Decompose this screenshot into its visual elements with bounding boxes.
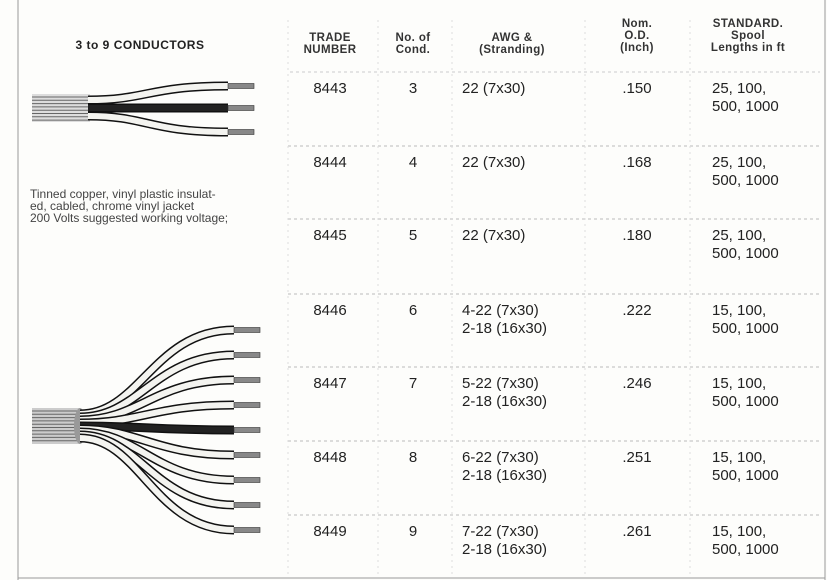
cell-line: 15, 100, bbox=[712, 302, 767, 319]
table-rules bbox=[287, 20, 820, 575]
cell-line: 22 (7x30) bbox=[462, 154, 526, 171]
table-cell: .251 bbox=[622, 449, 652, 466]
table-cell: 15, 100, 500, 1000 bbox=[712, 449, 820, 485]
cell-line: 22 (7x30) bbox=[462, 227, 526, 244]
header-line: Nom. bbox=[621, 18, 653, 30]
cell-line: 7-22 (7x30) bbox=[462, 523, 539, 540]
cell-line: 25, 100, bbox=[712, 80, 767, 97]
table-cell: .168 bbox=[622, 154, 652, 171]
cell-line: 2-18 (16x30) bbox=[462, 541, 548, 558]
table-cell: 5 bbox=[408, 227, 418, 244]
table-cell: 9 bbox=[408, 523, 418, 540]
cable-3-conductor bbox=[32, 81, 255, 137]
panel-title: 3 to 9 CONDUCTORS bbox=[75, 38, 205, 52]
table-cell: 8447 bbox=[313, 375, 347, 392]
header-line: TRADE bbox=[309, 32, 351, 44]
cell-line: 15, 100, bbox=[712, 449, 767, 466]
table-cell: 8448 bbox=[313, 449, 347, 466]
table-cell: .222 bbox=[622, 302, 652, 319]
cell-line: 500, 1000 bbox=[712, 320, 779, 337]
cell-line: 25, 100, bbox=[712, 154, 767, 171]
cell-line: 15, 100, bbox=[712, 523, 767, 540]
table-cell: 5-22 (7x30) 2-18 (16x30) bbox=[462, 375, 582, 411]
header-line: Spool bbox=[731, 30, 765, 42]
table-cell: 7-22 (7x30) 2-18 (16x30) bbox=[462, 523, 582, 559]
description-line: Tinned copper, vinyl plastic insulat- bbox=[30, 187, 216, 201]
table-cell: 6-22 (7x30) 2-18 (16x30) bbox=[462, 449, 582, 485]
cell-line: 2-18 (16x30) bbox=[462, 467, 548, 484]
description-line: 200 Volts suggested working voltage; bbox=[30, 211, 229, 225]
header-line: (Inch) bbox=[620, 42, 654, 54]
cell-line: 6-22 (7x30) bbox=[462, 449, 539, 466]
cell-line: 500, 1000 bbox=[712, 467, 779, 484]
table-cell: 8443 bbox=[313, 80, 347, 97]
header-line: NUMBER bbox=[303, 44, 357, 56]
cell-line: 2-18 (16x30) bbox=[462, 393, 548, 410]
table-cell: 6 bbox=[408, 302, 418, 319]
table-cell: 25, 100, 500, 1000 bbox=[712, 80, 820, 116]
column-header: Nom. O.D. (Inch) bbox=[597, 18, 677, 54]
cell-line: 25, 100, bbox=[712, 227, 767, 244]
cell-line: 500, 1000 bbox=[712, 541, 779, 558]
table-cell: 15, 100, 500, 1000 bbox=[712, 375, 820, 411]
header-line: AWG & bbox=[491, 32, 533, 44]
table-cell: .261 bbox=[622, 523, 652, 540]
cell-line: 5-22 (7x30) bbox=[462, 375, 539, 392]
cell-line: 500, 1000 bbox=[712, 98, 779, 115]
header-line: (Stranding) bbox=[479, 44, 545, 56]
table-cell: 8 bbox=[408, 449, 418, 466]
table-cell: 8445 bbox=[313, 227, 347, 244]
description: Tinned copper, vinyl plastic insulat-ed,… bbox=[30, 188, 228, 224]
cell-line: 4-22 (7x30) bbox=[462, 302, 539, 319]
column-header: No. of Cond. bbox=[380, 32, 446, 56]
table-cell: 8444 bbox=[313, 154, 347, 171]
table-cell: 8449 bbox=[313, 523, 347, 540]
column-header: AWG & (Stranding) bbox=[452, 32, 572, 56]
table-cell: 15, 100, 500, 1000 bbox=[712, 302, 820, 338]
cable-9-conductor bbox=[32, 325, 261, 535]
table-cell: 22 (7x30) bbox=[462, 154, 582, 172]
header-line: Lengths in ft bbox=[710, 42, 786, 54]
table-cell: 25, 100, 500, 1000 bbox=[712, 154, 820, 190]
table-cell: 4-22 (7x30) 2-18 (16x30) bbox=[462, 302, 582, 338]
table-cell: 3 bbox=[408, 80, 418, 97]
table-cell: .246 bbox=[622, 375, 652, 392]
table-cell: 25, 100, 500, 1000 bbox=[712, 227, 820, 263]
cell-line: 15, 100, bbox=[712, 375, 767, 392]
cell-line: 2-18 (16x30) bbox=[462, 320, 548, 337]
table-cell: 15, 100, 500, 1000 bbox=[712, 523, 820, 559]
table-cell: .150 bbox=[622, 80, 652, 97]
table-cell: 7 bbox=[408, 375, 418, 392]
table-cell: 4 bbox=[408, 154, 418, 171]
table-cell: 22 (7x30) bbox=[462, 80, 582, 98]
cell-line: 22 (7x30) bbox=[462, 80, 526, 97]
description-line: ed, cabled, chrome vinyl jacket bbox=[30, 199, 195, 213]
cell-line: 500, 1000 bbox=[712, 393, 779, 410]
column-header: TRADE NUMBER bbox=[288, 32, 372, 56]
column-header: STANDARD. Spool Lengths in ft bbox=[694, 18, 802, 54]
table-cell: 8446 bbox=[313, 302, 347, 319]
header-line: STANDARD. bbox=[712, 18, 784, 30]
header-line: No. of bbox=[395, 32, 431, 44]
header-line: O.D. bbox=[624, 30, 650, 42]
header-line: Cond. bbox=[395, 44, 431, 56]
table-cell: .180 bbox=[622, 227, 652, 244]
table-cell: 22 (7x30) bbox=[462, 227, 582, 245]
cell-line: 500, 1000 bbox=[712, 172, 779, 189]
cell-line: 500, 1000 bbox=[712, 245, 779, 262]
